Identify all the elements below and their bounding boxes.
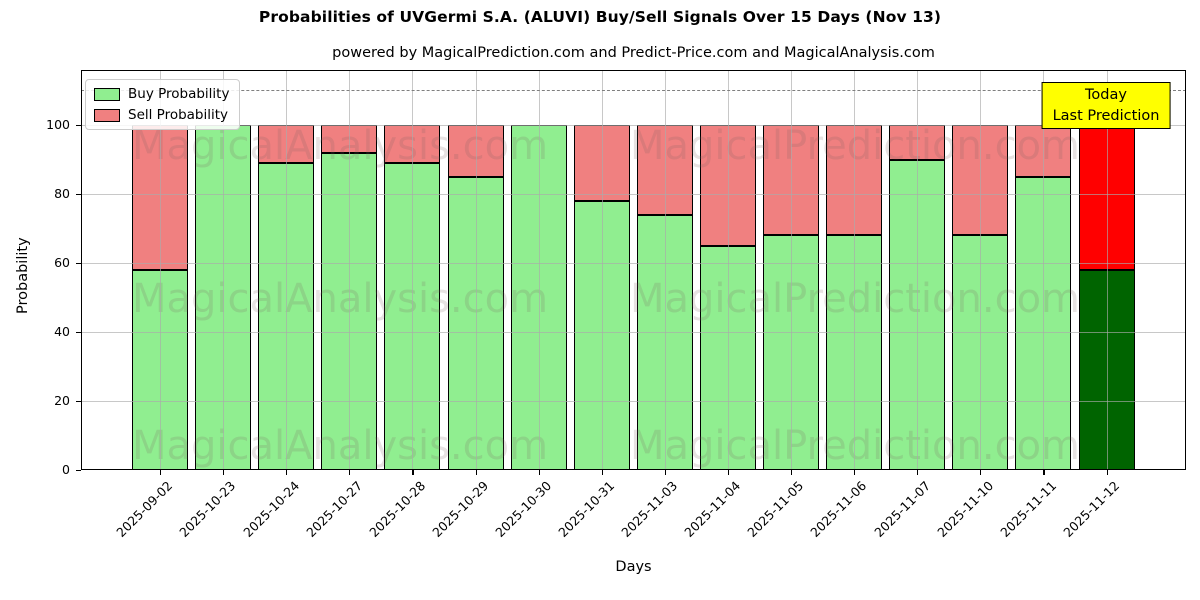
vertical-gridline <box>917 70 919 470</box>
vertical-gridline <box>475 70 477 470</box>
horizontal-gridline <box>81 125 1186 126</box>
vertical-gridline <box>854 70 856 470</box>
x-tick <box>791 470 793 475</box>
horizontal-gridline <box>81 263 1186 264</box>
x-tick <box>1106 470 1108 475</box>
x-tick <box>538 470 540 475</box>
chart-title: Probabilities of UVGermi S.A. (ALUVI) Bu… <box>258 8 942 26</box>
x-tick-label: 2025-11-07 <box>870 478 933 540</box>
legend-item-buy: Buy Probability <box>94 86 229 102</box>
x-tick-label: 2025-11-11 <box>997 478 1060 540</box>
watermark-text: MagicalAnalysis.com <box>131 123 549 169</box>
x-tick <box>1043 470 1045 475</box>
vertical-gridline <box>286 70 288 470</box>
x-tick <box>160 470 162 475</box>
horizontal-gridline <box>81 332 1186 333</box>
x-tick-label: 2025-10-28 <box>366 478 429 540</box>
y-tick <box>76 470 81 472</box>
legend: Buy Probability Sell Probability <box>85 79 241 130</box>
x-tick <box>601 470 603 475</box>
x-tick-label: 2025-10-23 <box>176 478 239 540</box>
x-tick <box>917 470 919 475</box>
watermark-text: MagicalAnalysis.com <box>131 423 549 469</box>
horizontal-gridline <box>81 194 1186 195</box>
horizontal-gridline <box>81 401 1186 402</box>
chart-subtitle: powered by MagicalPrediction.com and Pre… <box>332 45 935 61</box>
y-tick-label: 0 <box>62 462 70 477</box>
x-tick-label: 2025-11-06 <box>807 478 870 540</box>
y-tick-label: 80 <box>54 186 70 201</box>
legend-item-sell: Sell Probability <box>94 107 229 123</box>
x-tick-label: 2025-11-12 <box>1060 478 1123 540</box>
x-tick-label: 2025-11-04 <box>681 478 744 540</box>
vertical-gridline <box>412 70 414 470</box>
y-tick-label: 40 <box>54 324 70 339</box>
today-annotation-line2: Last Prediction <box>1052 107 1160 124</box>
y-axis-label: Probability <box>15 237 31 314</box>
x-tick-label: 2025-11-05 <box>744 478 807 540</box>
x-tick-label: 2025-10-27 <box>302 478 365 540</box>
vertical-gridline <box>791 70 792 470</box>
vertical-gridline <box>1043 70 1045 470</box>
x-tick <box>980 470 982 475</box>
x-tick <box>727 470 730 475</box>
x-tick-label: 2025-10-29 <box>429 478 492 540</box>
vertical-gridline <box>664 70 666 470</box>
x-tick-label: 2025-09-02 <box>113 478 176 540</box>
vertical-gridline <box>538 70 540 470</box>
x-tick-label: 2025-11-10 <box>933 478 996 540</box>
x-tick-label: 2025-10-30 <box>492 478 555 540</box>
vertical-gridline <box>223 70 225 470</box>
vertical-gridline <box>349 70 351 470</box>
x-tick <box>475 470 477 475</box>
x-tick <box>286 470 288 475</box>
x-tick <box>854 470 856 475</box>
vertical-gridline <box>160 70 161 470</box>
sell-color-swatch <box>94 108 120 122</box>
today-annotation-line1: Today <box>1085 87 1127 103</box>
buy-color-swatch <box>94 87 120 101</box>
x-tick <box>664 470 666 475</box>
x-tick-label: 2025-11-03 <box>618 478 681 540</box>
y-tick <box>76 401 81 403</box>
x-tick-label: 2025-10-24 <box>239 478 302 540</box>
legend-label-buy: Buy Probability <box>128 86 230 102</box>
x-tick <box>412 470 414 475</box>
x-tick <box>349 470 351 475</box>
dashed-threshold-line <box>81 89 1186 91</box>
vertical-gridline <box>1106 70 1108 470</box>
x-tick-label: 2025-10-31 <box>555 478 618 540</box>
today-annotation: Today Last Prediction <box>1041 82 1171 130</box>
y-tick <box>76 125 81 127</box>
watermark-text: MagicalAnalysis.com <box>131 276 549 322</box>
x-tick <box>223 470 225 475</box>
y-tick <box>76 263 81 265</box>
x-axis-label: Days <box>615 559 652 575</box>
vertical-gridline <box>980 70 982 470</box>
vertical-gridline <box>727 70 729 470</box>
y-tick-label: 100 <box>46 117 70 132</box>
y-tick-label: 20 <box>54 393 70 408</box>
y-tick <box>76 332 81 334</box>
y-tick <box>76 194 81 196</box>
legend-label-sell: Sell Probability <box>128 107 229 123</box>
vertical-gridline <box>601 70 603 470</box>
y-tick-label: 60 <box>54 255 70 270</box>
